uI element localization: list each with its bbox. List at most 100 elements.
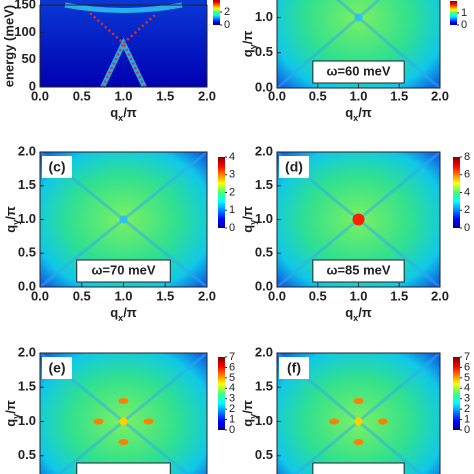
axis-label-part: y (11, 220, 21, 225)
annotation-box (76, 259, 171, 283)
y-tick-label: 0.0 (18, 278, 36, 293)
y-tick-label: 1.5 (255, 177, 273, 192)
x-tick-label: 2.0 (431, 288, 449, 303)
y-tick-label: 2.0 (18, 143, 36, 158)
axis-label-part: /π (240, 400, 255, 414)
axis-label-part: x (353, 113, 358, 123)
colorbar (218, 357, 225, 430)
colorbar-tick-label: 8 (464, 151, 470, 163)
y-tick-label: 150 (14, 0, 36, 11)
x-tick-label: 1.0 (349, 288, 367, 303)
heatmap-feature (352, 213, 365, 226)
axis-label-part: /π (240, 206, 255, 220)
panel-label-box (279, 156, 309, 178)
colorbar-tick-label: 2 (224, 6, 230, 18)
colorbar-tick-label: 5 (464, 372, 470, 384)
panel-label: (c) (48, 159, 65, 175)
axis-label: qy/π (240, 31, 258, 58)
x-tick-label: 0.0 (31, 88, 49, 103)
y-tick-label: 0.0 (255, 278, 273, 293)
axis-label: energy (meV) (1, 5, 16, 87)
heatmap-feature (143, 418, 154, 425)
y-tick-label: 2.0 (255, 143, 273, 158)
y-tick-label: 1.5 (18, 177, 36, 192)
x-tick-label: 1.5 (390, 288, 408, 303)
colorbar-tick-label: 3 (229, 393, 235, 405)
x-tick-label: 2.0 (198, 288, 216, 303)
colorbar-tick-label: 0 (229, 222, 235, 234)
colorbar (450, 1, 457, 25)
colorbar-tick-label: 1 (464, 413, 470, 425)
axis-label: qx/π (345, 105, 372, 123)
colorbar-tick-label: 2 (229, 186, 235, 198)
x-tick-label: 2.0 (198, 88, 216, 103)
annotation-box (312, 60, 405, 84)
colorbar (213, 0, 220, 25)
y-tick-label: 0.5 (255, 44, 273, 59)
axis-label: qx/π (110, 105, 137, 123)
axis-label-part: x (118, 313, 123, 323)
colorbar-tick-label: 3 (464, 393, 470, 405)
colorbar-tick-label: 0 (464, 222, 470, 234)
x-tick-label: 0.5 (73, 288, 91, 303)
axis-label: qy/π (240, 400, 258, 427)
colorbar-tick-label: 0 (464, 424, 470, 436)
y-tick-label: 2.0 (18, 344, 36, 359)
axis-label-part: /π (3, 206, 18, 220)
colorbar-tick-label: 0 (461, 19, 467, 31)
colorbar-tick-label: 6 (464, 361, 470, 373)
y-tick-label: 50 (22, 51, 36, 66)
panel-label: (e) (48, 360, 65, 376)
x-tick-label: 2.0 (431, 88, 449, 103)
heatmap-feature (118, 439, 129, 446)
axis-label: qx/π (345, 305, 372, 323)
axis-label-part: /π (123, 105, 137, 120)
axis-label-part: q (345, 305, 353, 320)
colorbar-tick-label: 1 (461, 7, 467, 19)
heatmap-feature (119, 417, 128, 426)
x-tick-label: 0.5 (73, 88, 91, 103)
panel-label-box (42, 156, 72, 178)
annotation-box (312, 462, 405, 474)
annotation: ω=60 meV (326, 63, 390, 78)
x-tick-label: 0.5 (309, 288, 327, 303)
axis-label-part: y (248, 44, 258, 49)
y-tick-label: 1.5 (255, 379, 273, 394)
colorbar-tick-label: 1 (229, 204, 235, 216)
panel-label: (f) (287, 360, 301, 376)
colorbar-tick-label: 0 (224, 19, 230, 31)
y-tick-label: 1.0 (18, 211, 36, 226)
axis-label-part: q (240, 419, 255, 427)
y-tick-label: 1.0 (255, 9, 273, 24)
axis-label-part: /π (358, 305, 372, 320)
y-tick-label: 1.0 (255, 211, 273, 226)
colorbar-tick-label: 1 (229, 413, 235, 425)
x-tick-label: 0.0 (31, 288, 49, 303)
axis-label-part: q (345, 105, 353, 120)
y-tick-label: 0.5 (255, 447, 273, 462)
y-tick-label: 100 (14, 24, 36, 39)
panel-label: (d) (285, 159, 303, 175)
annotation: ω=70 meV (91, 262, 155, 277)
colorbar-tick-label: 7 (464, 351, 470, 363)
heatmap-feature (377, 418, 388, 425)
colorbar (218, 157, 225, 228)
y-tick-label: 1.0 (255, 413, 273, 428)
axis-label-part: /π (123, 305, 137, 320)
axis-label-part: q (110, 305, 118, 320)
y-tick-label: 0 (29, 78, 36, 93)
heatmap-feature (354, 417, 363, 426)
axis-label-part: /π (3, 400, 18, 414)
y-tick-label: 0.5 (18, 447, 36, 462)
colorbar-tick-label: 2 (229, 403, 235, 415)
axis-label-part: /π (240, 31, 255, 45)
axis-label-part: q (3, 225, 18, 233)
heatmap-feature (93, 418, 104, 425)
y-tick-label: 1.5 (18, 379, 36, 394)
annotation-box (76, 462, 171, 474)
axis-label: qy/π (3, 206, 21, 233)
x-tick-label: 1.5 (390, 88, 408, 103)
axis-label-part: q (240, 225, 255, 233)
axis-label-part: q (3, 419, 18, 427)
